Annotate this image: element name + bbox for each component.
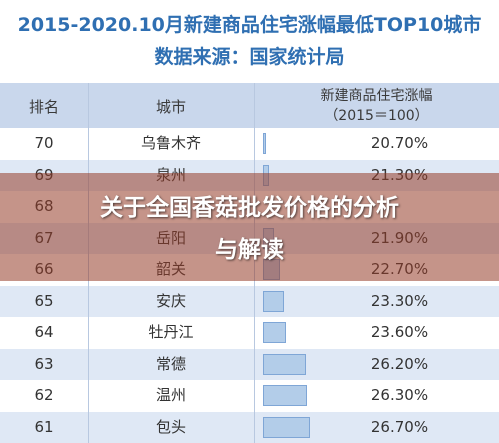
rank-cell: 65 bbox=[34, 291, 54, 310]
city-cell: 温州 bbox=[155, 386, 186, 404]
rank-cell: 61 bbox=[34, 417, 54, 436]
table-header: 排名 城市 新建商品住宅涨幅 （2015＝100） bbox=[0, 83, 499, 128]
column-header-rank: 排名 bbox=[28, 98, 59, 116]
rate-bar bbox=[263, 133, 266, 154]
article-title-banner bbox=[0, 173, 499, 281]
rate-bar bbox=[263, 353, 306, 375]
rate-bar bbox=[263, 385, 307, 406]
city-cell: 牡丹江 bbox=[148, 323, 194, 341]
table-row: 64 牡丹江 23.60% bbox=[0, 317, 499, 349]
table-row: 65 安庆 23.30% bbox=[0, 285, 499, 317]
rank-cell: 70 bbox=[34, 134, 54, 152]
column-header-rate-base: （2015＝100） bbox=[324, 108, 429, 124]
rate-bar bbox=[263, 416, 310, 438]
table-row: 70 乌鲁木齐 20.70% bbox=[0, 128, 499, 160]
rate-cell: 26.30% bbox=[370, 386, 429, 404]
rate-cell: 23.30% bbox=[370, 291, 429, 310]
column-header-rate-label: 新建商品住宅涨幅 bbox=[320, 88, 433, 104]
table-row: 63 常德 26.20% bbox=[0, 348, 499, 380]
rate-cell: 26.70% bbox=[370, 417, 429, 436]
rate-cell: 20.70% bbox=[370, 134, 429, 152]
city-cell: 安庆 bbox=[155, 291, 186, 310]
article-title-continued: 与解读 bbox=[215, 237, 284, 263]
table-row: 62 温州 26.30% bbox=[0, 380, 499, 412]
rate-cell: 26.20% bbox=[370, 354, 429, 373]
column-header-rate: 新建商品住宅涨幅 （2015＝100） bbox=[254, 86, 499, 126]
rate-cell: 23.60% bbox=[370, 323, 429, 341]
title-header: 2015-2020.10月新建商品住宅涨幅最低TOP10城市 数据来源：国家统计… bbox=[0, 0, 499, 83]
rank-cell: 64 bbox=[34, 323, 54, 341]
column-header-city: 城市 bbox=[155, 98, 186, 116]
city-cell: 包头 bbox=[155, 417, 186, 436]
city-cell: 常德 bbox=[155, 354, 186, 373]
rate-bar bbox=[263, 322, 287, 343]
city-cell: 乌鲁木齐 bbox=[140, 134, 201, 152]
data-source: 数据来源：国家统计局 bbox=[154, 46, 345, 68]
article-title: 关于全国香菇批发价格的分析 bbox=[100, 195, 399, 221]
table-row: 61 包头 26.70% bbox=[0, 411, 499, 443]
rate-bar bbox=[263, 290, 284, 312]
page-title: 2015-2020.10月新建商品住宅涨幅最低TOP10城市 bbox=[17, 14, 482, 36]
rank-cell: 63 bbox=[34, 354, 54, 373]
rank-cell: 62 bbox=[34, 386, 54, 404]
